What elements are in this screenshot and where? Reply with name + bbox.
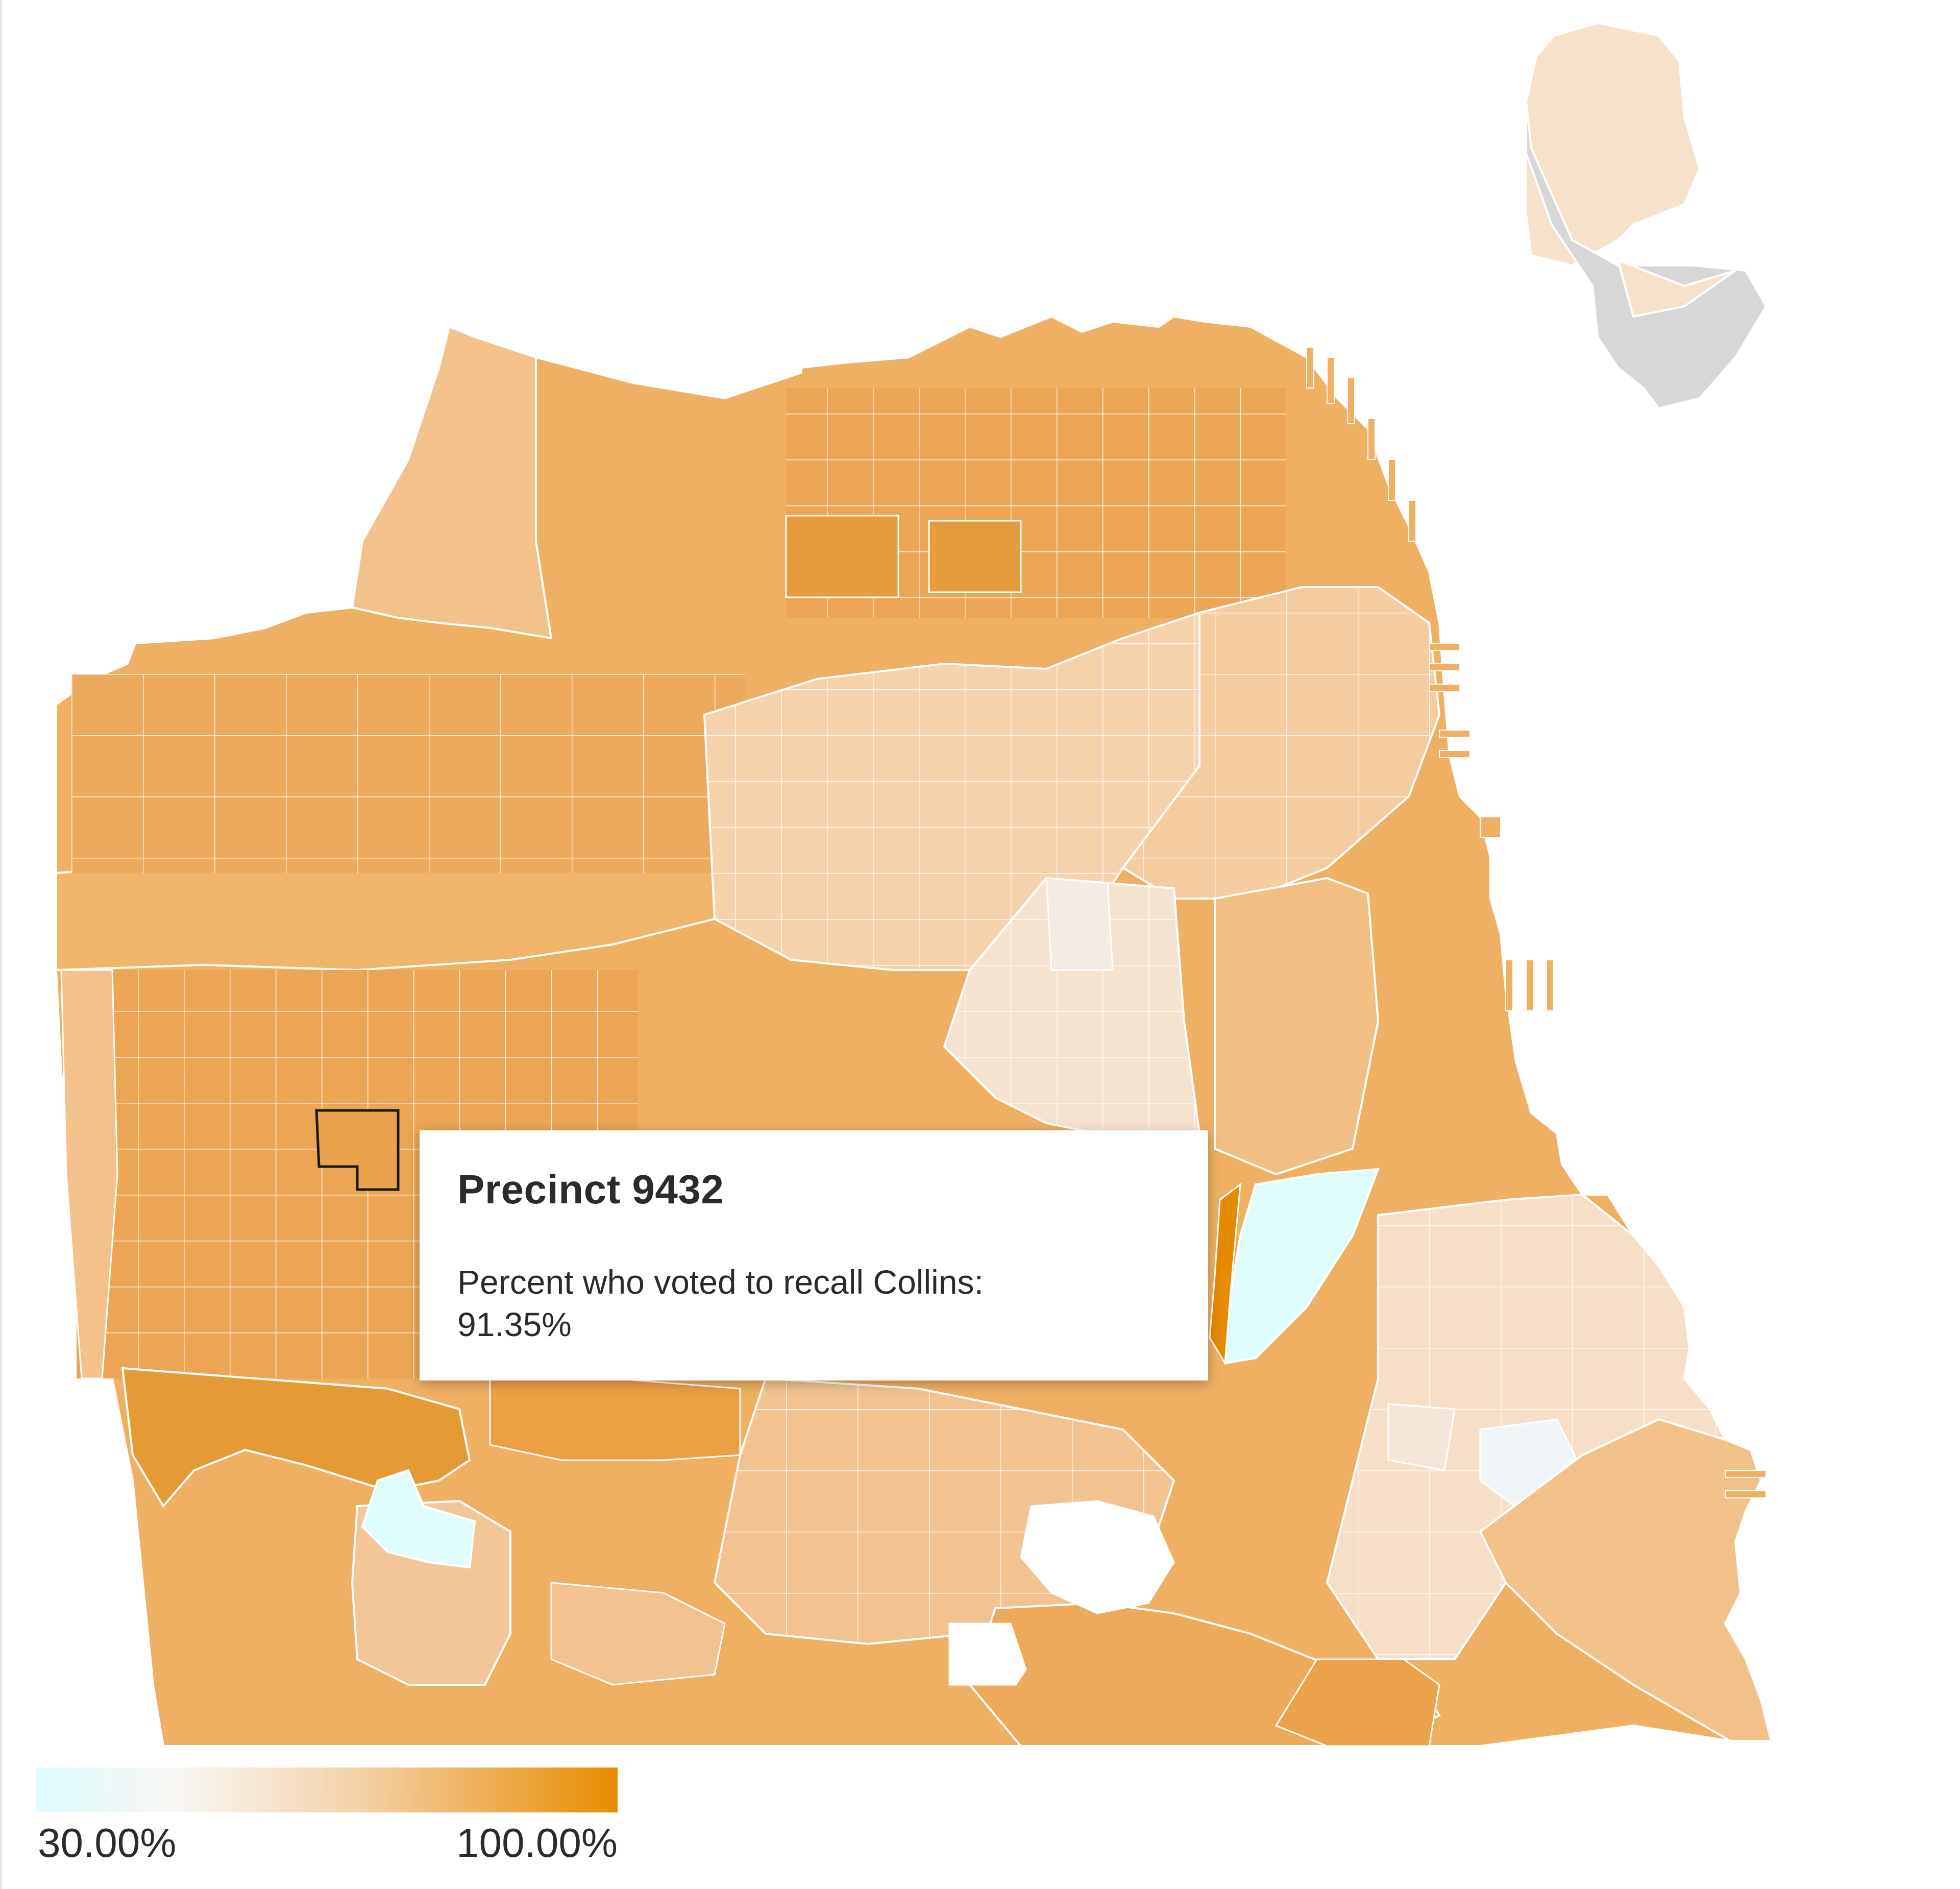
highlighted-precinct-9432[interactable] [315, 1109, 400, 1191]
lake-merced[interactable] [361, 1469, 476, 1569]
tooltip-value: 91.35% [457, 1305, 572, 1343]
presidio-region[interactable] [351, 325, 553, 640]
low-value-area[interactable] [1223, 1168, 1380, 1365]
legend-gradient-bar [36, 1767, 618, 1812]
precinct-tooltip: Precinct 9432 Percent who voted to recal… [420, 1130, 1208, 1381]
legend-max-label: 100.00% [456, 1820, 618, 1866]
legend-min-label: 30.00% [38, 1820, 177, 1866]
tooltip-label: Percent who voted to recall Collins: [457, 1263, 984, 1301]
tooltip-title: Precinct 9432 [457, 1167, 724, 1212]
page-left-border [0, 0, 2, 1889]
waterfront-piers [1306, 347, 1767, 1498]
hunters-point[interactable] [1479, 1418, 1773, 1742]
treasure-island[interactable] [1525, 21, 1768, 410]
color-legend: 30.00% 100.00% [36, 1767, 618, 1880]
